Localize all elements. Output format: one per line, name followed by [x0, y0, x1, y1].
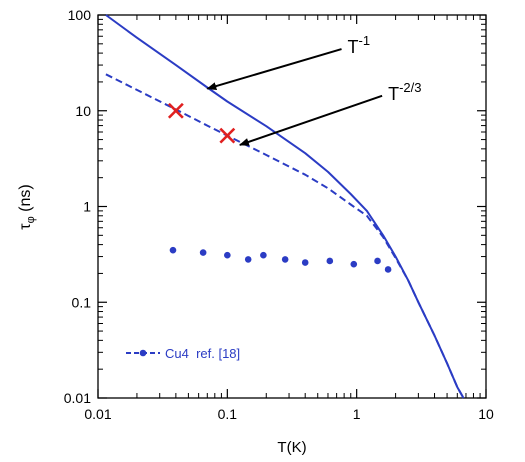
legend: Cu4 ref. [18] — [126, 346, 240, 361]
legend-label: Cu4 ref. [18] — [165, 346, 240, 361]
annotation-arrow — [206, 48, 342, 90]
x-tick-label: 0.1 — [218, 406, 238, 422]
y-tick-label: 10 — [75, 103, 91, 119]
y-tick-label: 1 — [83, 199, 91, 215]
cross-marker — [167, 102, 184, 119]
y-axis-label-subscript: φ — [25, 216, 37, 223]
y-axis-label-unit: (ns) — [17, 184, 34, 216]
legend-marker — [139, 349, 147, 357]
annotation-label: T-1 — [348, 33, 371, 57]
annotation-label: T-2/3 — [388, 80, 421, 104]
y-axis-label: τφ (ns) — [17, 184, 37, 229]
y-tick-label: 100 — [68, 7, 92, 23]
x-tick-label: 0.01 — [84, 406, 111, 422]
y-tick-labels: 0.01 0.1 1 10 100 — [64, 7, 91, 406]
cross-stroke — [167, 102, 184, 119]
cu4-data-point — [224, 251, 231, 259]
x-axis-label: T(K) — [277, 439, 306, 456]
cu4-data-point — [384, 266, 392, 273]
cu4-data-point — [281, 256, 289, 263]
x-tick-label: 10 — [478, 406, 494, 422]
annotation-arrow — [238, 94, 383, 146]
y-axis-label-symbol: τ — [17, 223, 34, 230]
series-t-minus-one-line — [105, 14, 465, 399]
y-tick-label: 0.01 — [64, 390, 91, 406]
cu4-data-point — [350, 260, 358, 268]
cross-stroke — [219, 127, 236, 144]
x-tick-labels: 0.01 0.1 1 10 — [84, 406, 494, 422]
cross-markers — [167, 102, 236, 144]
cu4-data-point — [169, 246, 177, 254]
annotation-base: T — [348, 37, 359, 57]
annotation-exponent: -2/3 — [399, 80, 421, 95]
cu4-data-point — [326, 257, 334, 265]
axis-ticks — [97, 14, 487, 399]
annotations: T-1T-2/3 — [206, 33, 422, 146]
cu4-data-point — [374, 257, 381, 265]
x-tick-label: 1 — [353, 406, 361, 422]
cu4-data-point — [244, 256, 252, 263]
cross-marker — [219, 127, 236, 144]
series-layer — [105, 14, 465, 399]
y-tick-label: 0.1 — [72, 294, 92, 310]
cu4-data-point — [301, 259, 309, 266]
annotation-base: T — [388, 84, 399, 104]
cu4-data-point — [260, 251, 267, 259]
annotation-exponent: -1 — [359, 33, 371, 48]
cu4-data-point — [199, 249, 207, 256]
plot-frame — [97, 14, 487, 399]
series-t-minus-two-thirds-line — [105, 73, 465, 399]
